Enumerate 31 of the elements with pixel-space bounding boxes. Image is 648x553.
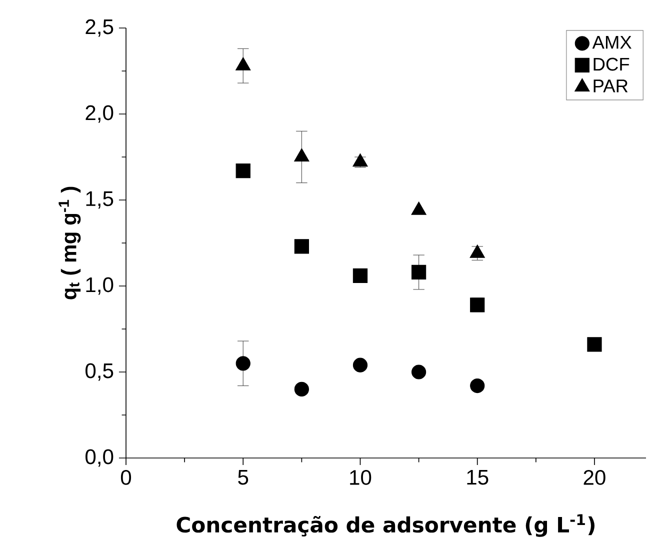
point — [294, 148, 310, 162]
x-tick-label: 5 — [238, 470, 248, 485]
point — [411, 364, 426, 380]
x-tick-label: 20 — [584, 470, 606, 485]
y-axis-title: q$_{t}$ ( mg g$^{-1}$ ) — [58, 186, 81, 300]
legend-label: DCF — [594, 58, 630, 71]
legend-label: AMX — [592, 36, 632, 49]
x-axis-title: Concentração de adsorvente (g L$^{-1}$) — [176, 514, 594, 537]
point — [236, 356, 250, 371]
point — [352, 358, 368, 372]
point — [236, 163, 250, 178]
point — [470, 378, 485, 394]
x-tick-label: 15 — [467, 470, 488, 485]
point — [411, 264, 426, 280]
y-tick-label: 0,0 — [86, 449, 114, 467]
y-tick-label: 2,0 — [86, 105, 114, 123]
point — [587, 337, 602, 352]
point — [352, 153, 368, 167]
y-tick-label: 1,5 — [86, 191, 114, 209]
point — [411, 202, 426, 215]
legend-label: PAR — [594, 80, 628, 92]
y-tick-label: 0,5 — [86, 363, 114, 381]
point — [294, 382, 309, 397]
point — [470, 244, 485, 258]
x-tick-label: 0 — [120, 470, 132, 485]
point — [294, 239, 309, 254]
x-tick-label: 10 — [350, 470, 372, 485]
y-tick-label: 1,0 — [86, 277, 114, 295]
point — [236, 57, 251, 70]
y-tick-label: 2,5 — [86, 19, 114, 37]
point — [352, 268, 368, 283]
